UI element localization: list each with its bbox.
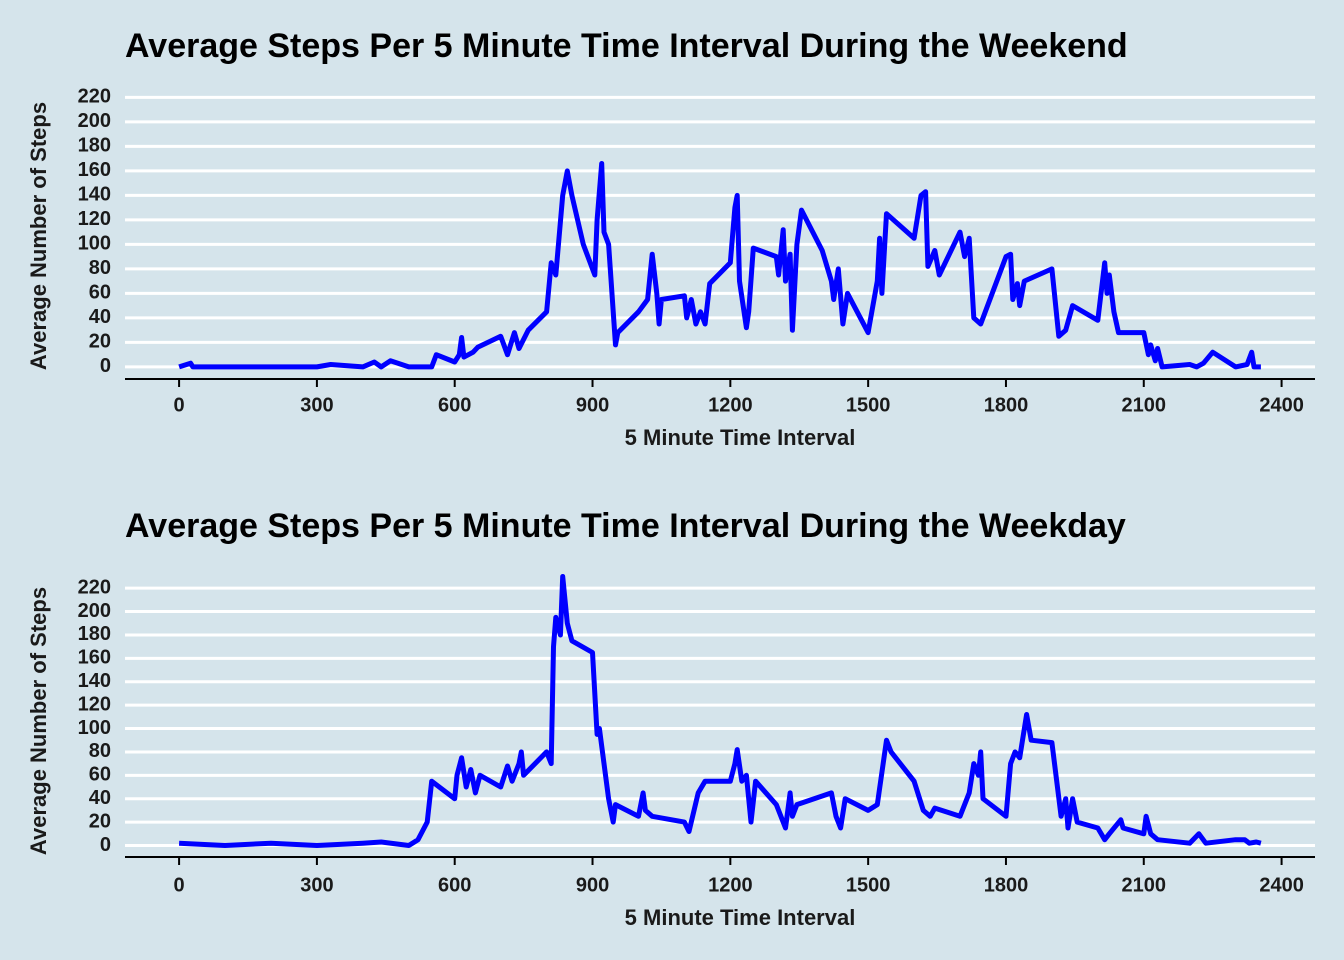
x-tick-label: 2100	[1122, 874, 1167, 896]
y-tick-label: 80	[89, 740, 111, 762]
x-tick-label: 0	[174, 394, 185, 416]
y-axis-label: Average Number of Steps	[26, 587, 51, 855]
y-tick-label: 200	[78, 110, 111, 132]
y-tick-label: 100	[78, 717, 111, 739]
y-tick-label: 160	[78, 159, 111, 181]
x-tick-label: 300	[300, 394, 333, 416]
y-tick-label: 180	[78, 623, 111, 645]
x-tick-label: 2400	[1259, 874, 1304, 896]
y-tick-label: 140	[78, 184, 111, 206]
x-axis-label: 5 Minute Time Interval	[625, 905, 856, 930]
y-tick-label: 140	[78, 670, 111, 692]
x-tick-label: 1800	[984, 874, 1029, 896]
y-tick-label: 60	[89, 764, 111, 786]
x-tick-label: 1500	[846, 394, 891, 416]
x-tick-label: 900	[576, 394, 609, 416]
y-axis-label: Average Number of Steps	[26, 102, 51, 370]
y-tick-label: 220	[78, 86, 111, 108]
x-tick-label: 1200	[708, 394, 753, 416]
y-tick-label: 180	[78, 135, 111, 157]
y-tick-label: 40	[89, 306, 111, 328]
y-tick-label: 0	[100, 834, 111, 856]
x-tick-label: 1800	[984, 394, 1029, 416]
chart-title: Average Steps Per 5 Minute Time Interval…	[125, 507, 1126, 545]
y-tick-label: 160	[78, 647, 111, 669]
x-tick-label: 0	[174, 874, 185, 896]
x-tick-label: 2100	[1122, 394, 1167, 416]
y-tick-label: 20	[89, 810, 111, 832]
x-axis-label: 5 Minute Time Interval	[625, 425, 856, 450]
y-tick-label: 20	[89, 331, 111, 353]
x-tick-label: 600	[438, 394, 471, 416]
x-tick-label: 600	[438, 874, 471, 896]
chart-title: Average Steps Per 5 Minute Time Interval…	[125, 27, 1128, 65]
y-tick-label: 60	[89, 282, 111, 304]
y-tick-label: 120	[78, 208, 111, 230]
y-tick-label: 100	[78, 233, 111, 255]
data-line	[178, 574, 1262, 848]
y-tick-label: 80	[89, 257, 111, 279]
y-tick-label: 40	[89, 787, 111, 809]
y-tick-label: 200	[78, 600, 111, 622]
data-line	[178, 161, 1261, 370]
x-tick-label: 900	[576, 874, 609, 896]
x-tick-label: 300	[300, 874, 333, 896]
y-tick-label: 220	[78, 576, 111, 598]
y-tick-label: 0	[100, 355, 111, 377]
x-tick-label: 2400	[1259, 394, 1304, 416]
x-tick-label: 1500	[846, 874, 891, 896]
x-tick-label: 1200	[708, 874, 753, 896]
y-tick-label: 120	[78, 693, 111, 715]
